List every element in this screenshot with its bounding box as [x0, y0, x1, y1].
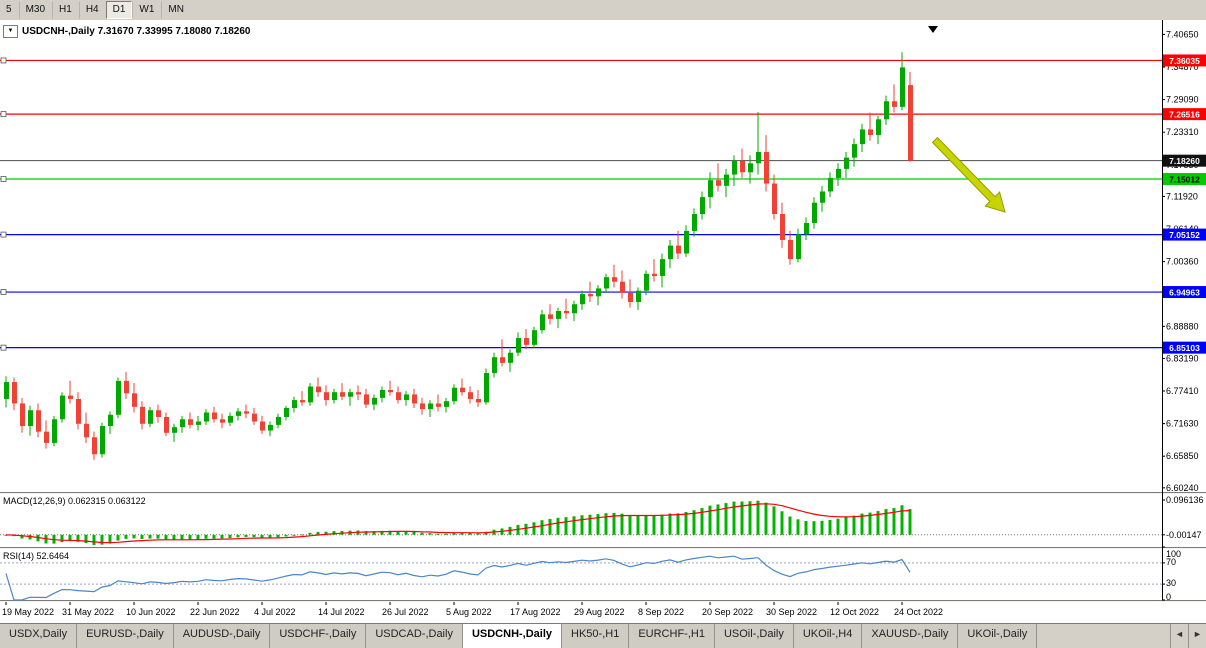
timeframe-button-d1[interactable]: D1	[105, 1, 133, 19]
line-handle	[0, 111, 7, 118]
line-handle	[0, 176, 7, 182]
current-price-label	[1163, 154, 1206, 167]
svg-text:31 May 2022: 31 May 2022	[62, 607, 114, 617]
hline-price-label	[1163, 228, 1206, 241]
macd-signal-line	[5, 503, 911, 544]
svg-text:7.36035: 7.36035	[1169, 56, 1200, 66]
candlesticks	[4, 52, 913, 460]
svg-text:14 Jul 2022: 14 Jul 2022	[318, 607, 365, 617]
svg-text:6.60240: 6.60240	[1166, 483, 1199, 493]
chart-tab-usdchf-daily[interactable]: USDCHF-,Daily	[270, 624, 367, 648]
chart-tab-xauusd-daily[interactable]: XAUUSD-,Daily	[862, 624, 959, 648]
chart-window: 7.406507.348707.290907.233107.175307.119…	[0, 20, 1206, 624]
svg-text:6.65850: 6.65850	[1166, 451, 1199, 461]
svg-text:17 Aug 2022: 17 Aug 2022	[510, 607, 561, 617]
chart-tab-usoil-daily[interactable]: USOil-,Daily	[714, 624, 794, 648]
chart-tab-eurchf-h1[interactable]: EURCHF-,H1	[629, 624, 715, 648]
svg-text:10 Jun 2022: 10 Jun 2022	[126, 607, 176, 617]
timeframe-button-mn[interactable]: MN	[161, 1, 191, 19]
svg-text:7.26516: 7.26516	[1169, 110, 1200, 120]
svg-text:30 Sep 2022: 30 Sep 2022	[766, 607, 817, 617]
svg-text:7.11920: 7.11920	[1166, 191, 1198, 201]
svg-text:26 Jul 2022: 26 Jul 2022	[382, 607, 429, 617]
svg-text:6.88880: 6.88880	[1166, 321, 1199, 331]
timeframe-button-w1[interactable]: W1	[132, 1, 161, 19]
svg-text:0: 0	[1166, 592, 1171, 602]
svg-text:19 May 2022: 19 May 2022	[2, 607, 54, 617]
hline-price-label	[1163, 286, 1206, 299]
svg-text:20 Sep 2022: 20 Sep 2022	[702, 607, 753, 617]
line-handle	[0, 289, 7, 295]
line-handle	[0, 344, 7, 351]
svg-text:-0.00147: -0.00147	[1166, 530, 1202, 540]
chart-tab-hk50-h1[interactable]: HK50-,H1	[562, 624, 630, 648]
svg-text:22 Jun 2022: 22 Jun 2022	[190, 607, 240, 617]
svg-text:6.83190: 6.83190	[1166, 353, 1199, 363]
svg-text:6.77410: 6.77410	[1166, 386, 1199, 396]
bottom-tab-bar: USDX,Daily EURUSD-,Daily AUDUSD-,Daily USDC…	[0, 623, 1206, 648]
svg-text:6.85103: 6.85103	[1169, 343, 1200, 353]
chart-background	[0, 20, 1206, 624]
chart-tab-usdcnh-daily[interactable]: USDCNH-,Daily	[462, 623, 563, 648]
tabs-scroll-left-button[interactable]: ◄	[1170, 624, 1188, 648]
svg-text:12 Oct 2022: 12 Oct 2022	[830, 607, 879, 617]
hline-price-label	[1163, 341, 1206, 354]
svg-text:8 Sep 2022: 8 Sep 2022	[638, 607, 684, 617]
svg-text:70: 70	[1166, 557, 1176, 567]
svg-text:6.71630: 6.71630	[1166, 419, 1199, 429]
timeframe-button-m30[interactable]: M30	[18, 1, 52, 19]
object-marker-icon	[928, 26, 938, 33]
hline-price-label	[1163, 172, 1206, 185]
down-arrow-annotation	[931, 136, 1006, 213]
chart-tab-ukoil-daily[interactable]: UKOil-,Daily	[958, 624, 1038, 648]
svg-text:7.18260: 7.18260	[1169, 156, 1200, 166]
tab-bar-spacer	[1037, 624, 1170, 648]
svg-text:7.40650: 7.40650	[1166, 29, 1199, 39]
svg-text:7.15012: 7.15012	[1169, 174, 1200, 184]
symbol-dropdown-icon[interactable]: ▼	[3, 25, 18, 38]
tabs-scroll-right-button[interactable]: ►	[1188, 624, 1206, 648]
svg-text:24 Oct 2022: 24 Oct 2022	[894, 607, 943, 617]
chart-tab-ukoil-h4[interactable]: UKOil-,H4	[793, 624, 863, 648]
hline-price-label	[1163, 108, 1206, 121]
svg-text:7.29090: 7.29090	[1166, 95, 1199, 105]
timeframe-toolbar: 5 M30 H1 H4 D1 W1 MN	[0, 0, 1206, 21]
svg-text:7.00360: 7.00360	[1166, 257, 1199, 267]
timeframe-button-h4[interactable]: H4	[78, 1, 106, 19]
svg-text:4 Jul 2022: 4 Jul 2022	[254, 607, 296, 617]
svg-text:7.05152: 7.05152	[1169, 230, 1200, 240]
svg-text:7.34870: 7.34870	[1166, 62, 1199, 72]
price-axis: 7.406507.348707.290907.233107.175307.119…	[1162, 29, 1199, 493]
hline-price-label	[1163, 54, 1206, 67]
chart-title: USDCNH-,Daily 7.31670 7.33995 7.18080 7.…	[22, 26, 251, 37]
date-axis: 19 May 2022 31 May 2022 10 Jun 2022 22 Jun …	[2, 602, 943, 617]
rsi-line	[5, 555, 911, 601]
svg-text:100: 100	[1166, 549, 1181, 559]
line-handle	[0, 231, 7, 238]
timeframe-button-5[interactable]: 5	[6, 4, 12, 15]
svg-text:6.94963: 6.94963	[1169, 288, 1200, 298]
timeframe-button-h1[interactable]: H1	[52, 1, 79, 19]
macd-indicator-label: MACD(12,26,9) 0.062315 0.063122	[3, 496, 146, 506]
macd-panel: 0.096136 -0.00147	[0, 495, 1204, 545]
price-chart-canvas[interactable]: 7.406507.348707.290907.233107.175307.119…	[0, 20, 1206, 624]
svg-text:30: 30	[1166, 578, 1176, 588]
chart-tab-usdcad-daily[interactable]: USDCAD-,Daily	[366, 624, 463, 648]
svg-text:0.096136: 0.096136	[1166, 495, 1204, 505]
chart-title-bar: ▼ USDCNH-,Daily 7.31670 7.33995 7.18080 …	[3, 25, 251, 38]
svg-text:5 Aug 2022: 5 Aug 2022	[446, 607, 492, 617]
line-handle	[0, 57, 7, 64]
svg-text:29 Aug 2022: 29 Aug 2022	[574, 607, 625, 617]
svg-text:7.23310: 7.23310	[1166, 127, 1199, 137]
chart-tab-usdx-daily[interactable]: USDX,Daily	[0, 624, 78, 648]
chart-tab-audusd-daily[interactable]: AUDUSD-,Daily	[173, 624, 271, 648]
rsi-indicator-label: RSI(14) 52.6464	[3, 551, 70, 561]
chart-tab-eurusd-daily[interactable]: EURUSD-,Daily	[77, 624, 174, 648]
